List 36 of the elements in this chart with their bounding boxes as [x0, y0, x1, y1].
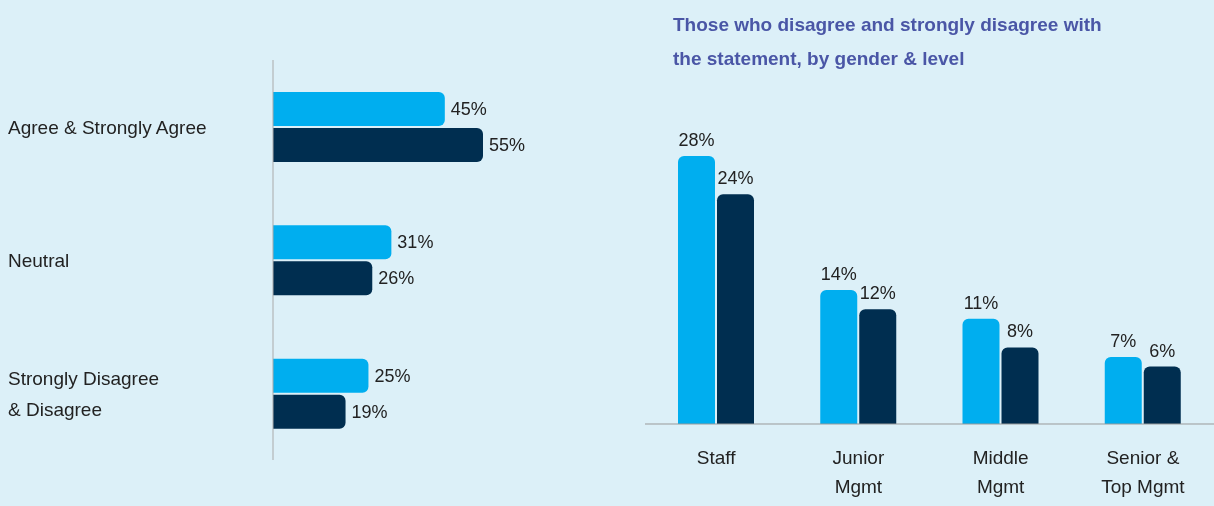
data-label: 45% [450, 99, 487, 119]
bar [1143, 366, 1181, 424]
data-label: 6% [1149, 340, 1176, 361]
bar [1001, 347, 1039, 424]
bar [273, 261, 373, 296]
data-label: 24% [717, 168, 754, 189]
data-label: 31% [397, 232, 434, 253]
bar [273, 92, 445, 126]
bar [678, 156, 715, 424]
data-label: 25% [374, 365, 411, 386]
x-tick-label: Senior & Top Mgmt [1101, 447, 1186, 497]
data-label: 28% [678, 130, 715, 150]
bar [273, 358, 369, 393]
chart-title: Those who disagree and strongly disagree with the statement, by gender & level [673, 13, 1102, 71]
x-tick-label: Middle Mgmt [972, 447, 1029, 497]
data-label: 14% [820, 264, 857, 284]
data-label: 7% [1110, 331, 1137, 351]
data-label: 8% [1006, 321, 1034, 342]
bar [273, 128, 483, 162]
bar [717, 194, 754, 424]
bar [273, 394, 346, 429]
bar [820, 290, 858, 424]
y-tick-label: Strongly Disagree & Disagree [8, 367, 160, 420]
bar [1104, 357, 1142, 424]
bar [273, 225, 392, 260]
bar [962, 318, 1000, 424]
data-label: 19% [351, 401, 388, 422]
bar [859, 309, 897, 424]
data-label: 26% [378, 268, 415, 289]
x-tick-label: Junior Mgmt [832, 447, 885, 497]
data-label: 55% [489, 135, 526, 155]
y-tick-label: Neutral [8, 250, 70, 271]
data-label: 12% [859, 283, 896, 304]
y-tick-label: Agree & Strongly Agree [8, 116, 207, 138]
data-label: 11% [963, 292, 999, 313]
x-tick-label: Staff [696, 447, 737, 468]
